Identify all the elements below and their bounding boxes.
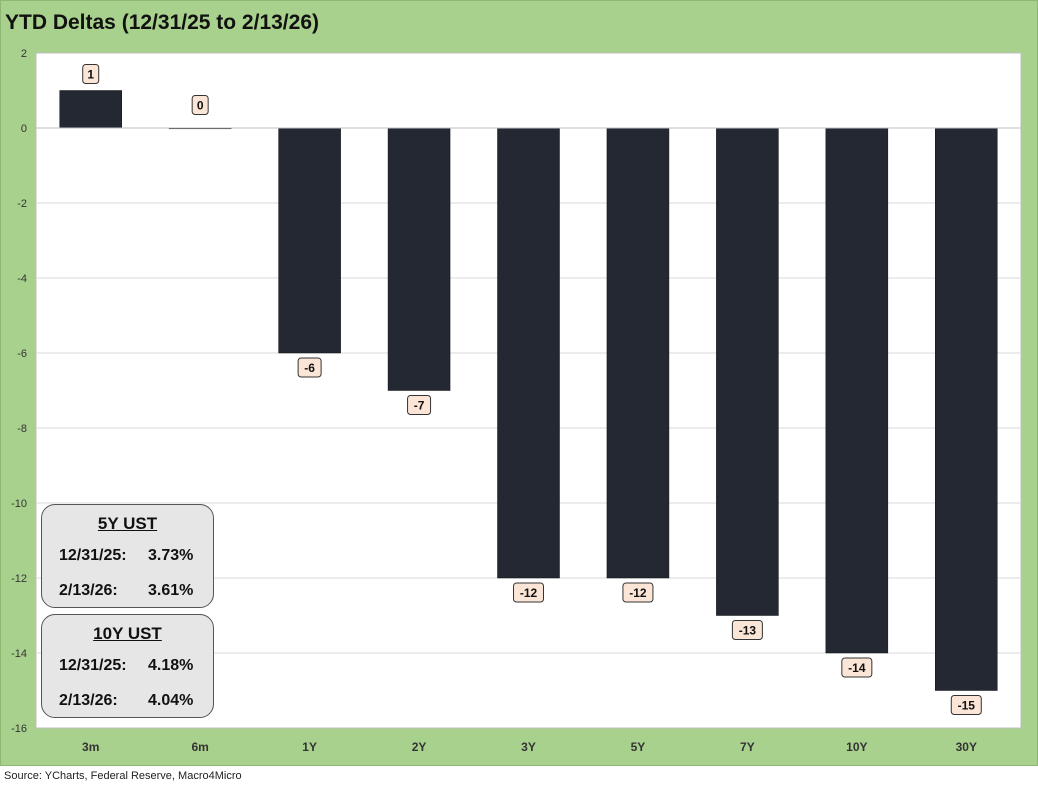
data-label-text: -15 bbox=[958, 699, 976, 713]
data-label-box bbox=[622, 582, 654, 603]
data-label-box bbox=[82, 64, 100, 84]
y-tick-label: -6 bbox=[17, 348, 27, 360]
data-label-text: -12 bbox=[629, 586, 647, 600]
info-box-row: 2/13/26: 3.61% bbox=[59, 582, 193, 600]
info-box-title: 5Y UST bbox=[97, 514, 158, 533]
data-label: -15 bbox=[950, 695, 982, 715]
bar-1y bbox=[278, 127, 341, 354]
y-tick-label: -12 bbox=[11, 573, 27, 585]
data-label: -12 bbox=[622, 582, 654, 603]
data-label-box bbox=[297, 357, 322, 378]
y-tick-label: -4 bbox=[17, 273, 27, 285]
x-axis: 3m 6m 1Y 2Y 3Y 5Y 7Y 10Y 30Y bbox=[82, 740, 977, 754]
bar-3y bbox=[497, 127, 560, 579]
info-box-value: 3.61% bbox=[148, 582, 194, 599]
x-tick-label: 30Y bbox=[956, 740, 977, 754]
data-label: 0 bbox=[191, 95, 209, 115]
data-label-box bbox=[731, 620, 763, 640]
y-axis: 2 0 -2 -4 -6 -8 -10 -12 -14 -16 bbox=[11, 48, 27, 735]
info-box-row: 12/31/25: 4.18% bbox=[59, 657, 193, 675]
info-box-row: 12/31/25: 3.73% bbox=[59, 547, 193, 565]
data-labels: 1 0 -6 -7 -12 -12 -13 -14 -15 bbox=[82, 64, 982, 715]
info-box-date: 2/13/26: bbox=[59, 692, 118, 709]
info-box-5y-ust: 5Y UST 12/31/25: 3.73% 2/13/26: 3.61% bbox=[41, 504, 214, 608]
x-tick-label: 3Y bbox=[521, 740, 536, 754]
bar-5y bbox=[606, 127, 670, 579]
data-label-box bbox=[950, 695, 982, 715]
info-box-date: 12/31/25: bbox=[59, 657, 127, 674]
info-box-date: 2/13/26: bbox=[59, 582, 118, 599]
y-tick-label: -10 bbox=[11, 498, 27, 510]
data-label-text: -6 bbox=[304, 361, 315, 375]
info-box-value: 4.18% bbox=[148, 657, 194, 674]
data-label: -12 bbox=[513, 582, 544, 603]
data-label-text: 0 bbox=[197, 99, 204, 113]
info-box-10y-ust: 10Y UST 12/31/25: 4.18% 2/13/26: 4.04% bbox=[41, 614, 214, 718]
x-tick-label: 5Y bbox=[631, 740, 646, 754]
x-tick-label: 1Y bbox=[302, 740, 317, 754]
x-tick-label: 6m bbox=[191, 740, 208, 754]
chart-title: YTD Deltas (12/31/25 to 2/13/26) bbox=[5, 11, 319, 34]
info-box-value: 4.04% bbox=[148, 692, 194, 709]
data-label-text: -13 bbox=[739, 624, 757, 638]
info-box-date: 12/31/25: bbox=[59, 547, 127, 564]
data-label-text: -14 bbox=[848, 661, 866, 675]
data-label-text: -12 bbox=[520, 586, 538, 600]
data-label-box bbox=[191, 95, 209, 115]
info-box-row: 2/13/26: 4.04% bbox=[59, 692, 193, 710]
data-label-box bbox=[513, 582, 544, 603]
data-label: -13 bbox=[731, 620, 763, 640]
bar-30y bbox=[935, 127, 998, 691]
data-label: -7 bbox=[407, 395, 432, 415]
bar-3m bbox=[59, 90, 122, 129]
source-note: Source: YCharts, Federal Reserve, Macro4… bbox=[4, 770, 242, 782]
data-label: -14 bbox=[841, 657, 873, 678]
y-tick-label: -2 bbox=[17, 198, 27, 210]
y-tick-label: -8 bbox=[17, 423, 27, 435]
bar-10y bbox=[825, 127, 889, 654]
bar-2y bbox=[387, 127, 451, 391]
y-tick-label: -16 bbox=[11, 723, 27, 735]
info-box-value: 3.73% bbox=[148, 547, 194, 564]
x-tick-label: 7Y bbox=[740, 740, 755, 754]
data-label-box bbox=[407, 395, 432, 415]
bars bbox=[36, 90, 1021, 691]
data-label: 1 bbox=[82, 64, 100, 84]
y-tick-label: 2 bbox=[21, 48, 27, 60]
x-tick-label: 10Y bbox=[846, 740, 867, 754]
bar-7y bbox=[716, 127, 779, 616]
data-label-box bbox=[841, 657, 873, 678]
x-tick-label: 3m bbox=[82, 740, 99, 754]
y-tick-label: 0 bbox=[21, 123, 27, 135]
x-tick-label: 2Y bbox=[412, 740, 427, 754]
y-tick-label: -14 bbox=[11, 648, 27, 660]
data-label: -6 bbox=[297, 357, 322, 378]
data-label-text: -7 bbox=[414, 399, 425, 413]
info-box-title: 10Y UST bbox=[93, 624, 162, 643]
data-label-text: 1 bbox=[87, 68, 94, 82]
